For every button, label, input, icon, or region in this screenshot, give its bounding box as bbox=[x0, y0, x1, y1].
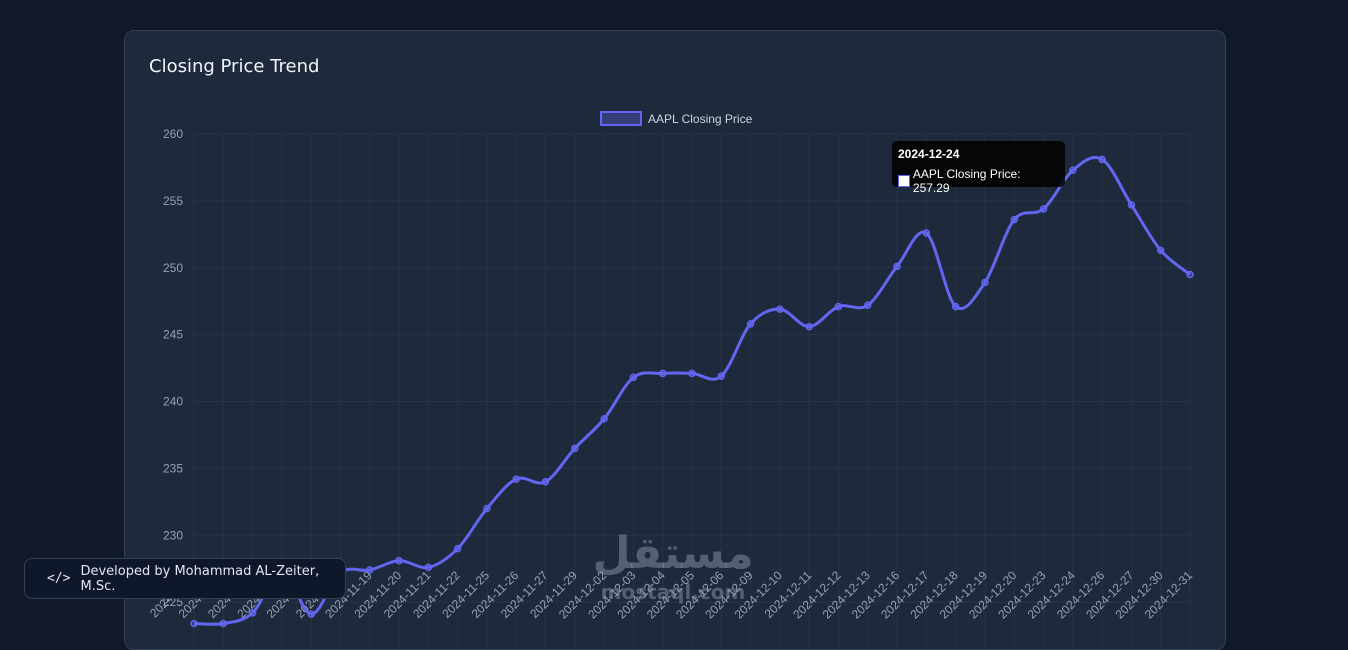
series-line bbox=[193, 156, 1191, 626]
data-point bbox=[805, 322, 813, 331]
data-point bbox=[395, 556, 403, 565]
data-point bbox=[746, 320, 755, 328]
y-tick-label: 240 bbox=[163, 395, 183, 409]
data-point bbox=[688, 369, 696, 378]
data-point bbox=[1039, 205, 1048, 213]
watermark-latin: mostaql.com bbox=[600, 580, 746, 604]
data-point bbox=[951, 302, 960, 311]
chart-tooltip: 2024-12-24 AAPL Closing Price: 257.29 bbox=[892, 141, 1065, 195]
y-tick-label: 250 bbox=[163, 261, 183, 275]
data-point bbox=[248, 609, 257, 617]
chart-card: Closing Price Trend 22022523023524024525… bbox=[124, 30, 1226, 650]
watermark-arabic: مستقل bbox=[592, 528, 754, 579]
data-point bbox=[629, 373, 638, 382]
data-point bbox=[717, 372, 726, 380]
data-point bbox=[453, 544, 462, 553]
data-point bbox=[922, 229, 931, 237]
data-point bbox=[600, 415, 608, 423]
legend-swatch bbox=[600, 111, 642, 126]
developer-credit: Developed by Mohammad AL-Zeiter, M.Sc. bbox=[80, 563, 320, 594]
data-point bbox=[658, 369, 667, 378]
legend-label: AAPL Closing Price bbox=[648, 111, 753, 126]
data-point bbox=[1127, 201, 1136, 209]
data-point bbox=[1156, 246, 1165, 255]
code-icon: </> bbox=[47, 571, 71, 586]
developer-badge[interactable]: </> Developed by Mohammad AL-Zeiter, M.S… bbox=[24, 558, 346, 599]
y-tick-label: 260 bbox=[163, 127, 183, 141]
data-point bbox=[541, 478, 550, 486]
data-point bbox=[1186, 270, 1194, 279]
data-point bbox=[1069, 166, 1077, 174]
tooltip-swatch bbox=[898, 175, 910, 187]
data-point bbox=[512, 475, 520, 483]
data-point bbox=[864, 301, 872, 309]
data-point bbox=[1010, 215, 1018, 224]
y-tick-label: 230 bbox=[163, 528, 183, 542]
card-title: Closing Price Trend bbox=[149, 56, 320, 77]
y-tick-label: 255 bbox=[163, 194, 183, 208]
y-tick-label: 245 bbox=[163, 328, 183, 342]
tooltip-title: 2024-12-24 bbox=[898, 147, 960, 161]
data-point bbox=[424, 563, 433, 572]
chart-legend[interactable]: AAPL Closing Price bbox=[600, 111, 752, 126]
data-point bbox=[483, 504, 491, 513]
data-point bbox=[893, 262, 901, 271]
data-point bbox=[307, 610, 315, 618]
data-point bbox=[981, 278, 989, 287]
watermark-logo: مستقل mostaql.com bbox=[588, 528, 758, 602]
tooltip-value: AAPL Closing Price: 257.29 bbox=[912, 167, 1021, 195]
y-tick-label: 235 bbox=[163, 461, 183, 475]
data-point bbox=[1098, 155, 1106, 164]
data-point bbox=[834, 302, 843, 311]
data-point bbox=[366, 566, 374, 574]
data-point bbox=[776, 305, 784, 313]
data-point bbox=[571, 444, 579, 453]
